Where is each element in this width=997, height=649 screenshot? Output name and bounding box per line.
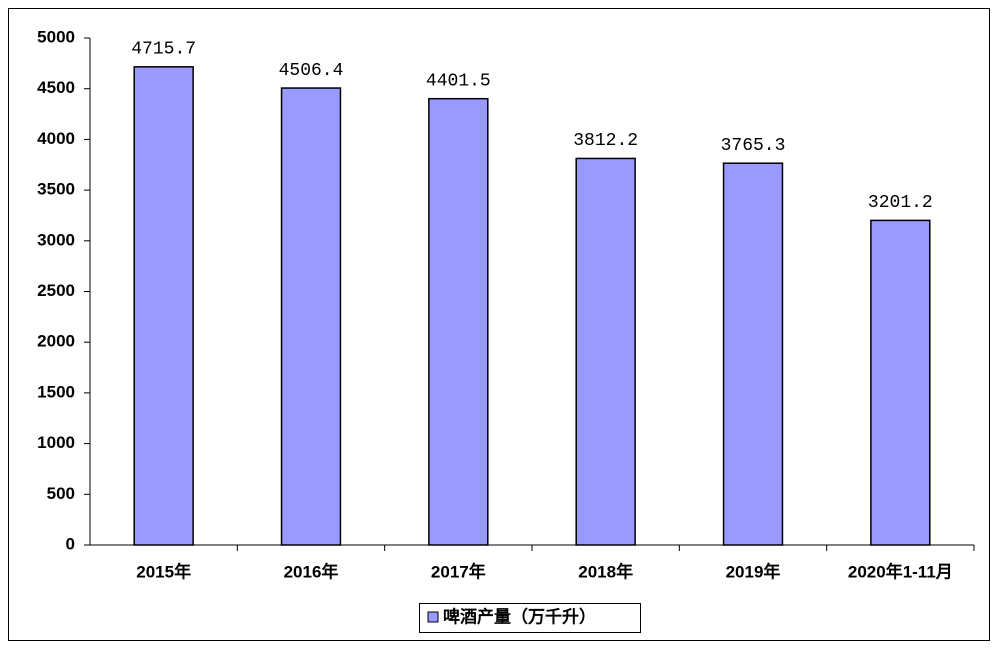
legend-label: 啤酒产量（万千升） [443, 606, 596, 626]
y-tick-label: 500 [47, 484, 75, 503]
bar [280, 87, 342, 546]
legend-swatch [427, 611, 439, 623]
bar [870, 219, 931, 546]
bar [575, 157, 636, 546]
x-tick-label: 2017年 [431, 561, 486, 581]
bar [133, 66, 194, 546]
y-tick-label: 4500 [37, 78, 75, 97]
data-label: 3765.3 [721, 136, 786, 156]
y-tick-label: 4000 [37, 129, 75, 148]
y-tick-label: 2500 [37, 281, 75, 300]
data-label: 3201.2 [868, 193, 933, 213]
y-tick-label: 0 [66, 534, 75, 553]
data-label: 4715.7 [131, 40, 196, 60]
data-label: 4506.4 [279, 61, 344, 81]
x-tick-label: 2015年 [136, 561, 191, 581]
data-label: 3812.2 [573, 131, 638, 151]
bar [428, 97, 489, 546]
x-tick-label: 2016年 [284, 561, 339, 581]
y-tick-label: 2000 [37, 332, 75, 351]
x-tick-label: 2019年 [726, 561, 781, 581]
bar [722, 162, 784, 546]
y-tick-label: 3500 [37, 180, 75, 199]
y-tick-label: 1500 [37, 382, 75, 401]
y-tick-label: 1000 [37, 433, 75, 452]
y-tick-label: 3000 [37, 230, 75, 249]
legend-box [419, 603, 641, 633]
x-tick-label: 2020年1-11月 [848, 561, 953, 581]
x-tick-label: 2018年 [578, 561, 633, 581]
y-tick-label: 5000 [37, 27, 75, 46]
data-label: 4401.5 [426, 71, 491, 91]
